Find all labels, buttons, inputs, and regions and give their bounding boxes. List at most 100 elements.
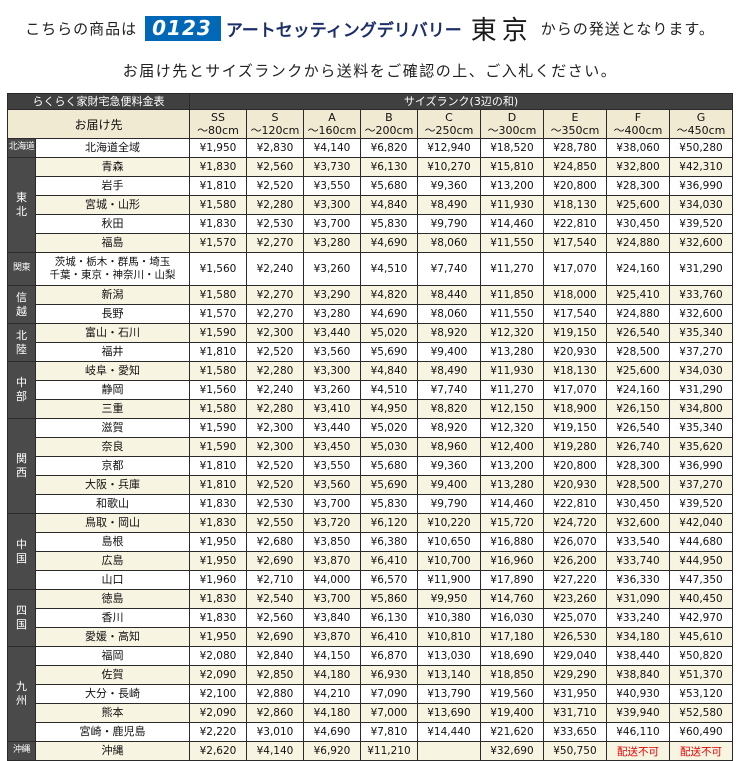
region-label: 東北 xyxy=(6,157,36,253)
price-cell: ¥3,280 xyxy=(302,233,361,253)
price-cell: ¥1,830 xyxy=(188,214,247,234)
price-cell: ¥31,090 xyxy=(605,589,670,609)
price-cell: ¥11,930 xyxy=(479,361,544,381)
price-cell: ¥50,750 xyxy=(542,741,607,761)
price-cell: ¥4,000 xyxy=(302,570,361,590)
price-cell: ¥2,520 xyxy=(245,456,304,476)
destination-cell: 長野 xyxy=(34,304,190,324)
price-cell: ¥25,410 xyxy=(605,285,670,305)
price-cell: ¥1,830 xyxy=(188,494,247,514)
destination-cell: 秋田 xyxy=(34,214,190,234)
price-cell: ¥2,530 xyxy=(245,494,304,514)
price-cell: ¥2,540 xyxy=(245,589,304,609)
price-cell: ¥2,270 xyxy=(245,285,304,305)
price-cell: ¥13,140 xyxy=(416,665,481,685)
table-row: 島根 ¥1,950 ¥2,680 ¥3,850 ¥6,380 ¥10,650 ¥16,880… xyxy=(7,532,734,552)
price-cell: ¥15,810 xyxy=(479,157,544,177)
price-cell: ¥2,280 xyxy=(245,195,304,215)
price-cell: ¥15,720 xyxy=(479,513,544,533)
price-cell: ¥24,160 xyxy=(605,252,670,286)
table-row: 中国鳥取・岡山 ¥1,830 ¥2,550 ¥3,720 ¥6,120 ¥10,220 ¥1… xyxy=(6,513,734,590)
price-cell: ¥14,760 xyxy=(479,589,544,609)
intro-suffix: からの発送となります。 xyxy=(540,20,715,38)
destination-cell: 静岡 xyxy=(34,380,190,400)
logo-city-text: 東京 xyxy=(470,16,533,46)
table-title-right: サイズランク(3辺の和) xyxy=(188,93,734,110)
price-cell: ¥40,450 xyxy=(668,589,734,609)
price-cell: ¥11,210 xyxy=(359,741,418,761)
price-cell: ¥20,930 xyxy=(542,342,607,362)
price-cell: ¥8,060 xyxy=(416,304,481,324)
price-cell: ¥30,450 xyxy=(605,214,670,234)
price-cell: ¥3,560 xyxy=(302,342,361,362)
price-cell: ¥5,680 xyxy=(359,176,418,196)
price-cell: ¥1,580 xyxy=(188,361,247,381)
price-cell: ¥13,030 xyxy=(416,646,481,666)
price-cell: ¥34,180 xyxy=(605,627,670,647)
price-cell: ¥2,300 xyxy=(245,437,304,457)
price-cell: ¥6,930 xyxy=(359,665,418,685)
price-cell: ¥24,160 xyxy=(605,380,670,400)
price-cell: ¥26,540 xyxy=(605,418,670,438)
price-cell: ¥25,600 xyxy=(605,195,670,215)
price-cell: ¥10,810 xyxy=(416,627,481,647)
price-cell: ¥28,300 xyxy=(605,456,670,476)
price-cell: ¥42,310 xyxy=(668,157,734,177)
price-cell: ¥2,080 xyxy=(188,646,247,666)
price-cell: ¥8,440 xyxy=(416,285,481,305)
price-cell: ¥28,500 xyxy=(605,475,670,495)
price-cell: ¥2,270 xyxy=(245,304,304,324)
price-cell: ¥10,220 xyxy=(416,513,481,533)
price-cell: ¥17,070 xyxy=(542,252,607,286)
price-cell: ¥1,950 xyxy=(188,551,247,571)
price-cell: ¥2,620 xyxy=(188,741,247,761)
price-cell: ¥1,570 xyxy=(188,233,247,253)
destination-cell: 福岡 xyxy=(34,646,190,666)
price-cell: ¥16,880 xyxy=(479,532,544,552)
title-row: らくらく家財宅急便料金表 サイズランク(3辺の和) xyxy=(6,93,734,110)
price-cell: ¥6,130 xyxy=(359,608,418,628)
price-cell: ¥3,720 xyxy=(302,513,361,533)
destination-cell: 熊本 xyxy=(34,703,190,723)
price-cell: ¥53,120 xyxy=(668,684,734,704)
size-column-header: F 〜400cm xyxy=(605,109,670,139)
price-cell: ¥17,540 xyxy=(542,304,607,324)
price-cell: ¥2,690 xyxy=(245,551,304,571)
price-cell: ¥47,350 xyxy=(668,570,734,590)
price-cell: ¥10,380 xyxy=(416,608,481,628)
price-cell: ¥28,780 xyxy=(542,138,607,158)
price-cell: ¥34,030 xyxy=(668,361,734,381)
destination-cell: 山口 xyxy=(34,570,190,590)
price-cell: ¥10,270 xyxy=(416,157,481,177)
destination-cell: 岩手 xyxy=(34,176,190,196)
destination-cell: 富山・石川 xyxy=(34,323,190,343)
price-cell: ¥6,570 xyxy=(359,570,418,590)
price-cell: ¥3,300 xyxy=(302,361,361,381)
region-label: 四国 xyxy=(6,589,36,647)
price-cell: ¥51,370 xyxy=(668,665,734,685)
table-row: 宮崎・鹿児島 ¥2,220 ¥3,010 ¥4,690 ¥7,810 ¥14,440 ¥21… xyxy=(7,722,734,742)
price-cell: ¥38,060 xyxy=(605,138,670,158)
region-label: 中部 xyxy=(6,361,36,419)
price-cell: ¥33,540 xyxy=(605,532,670,552)
table-row: 奈良 ¥1,590 ¥2,300 ¥3,450 ¥5,030 ¥8,960 ¥12,400 ¥… xyxy=(7,437,734,457)
destination-cell: 奈良 xyxy=(34,437,190,457)
size-column-header: G 〜450cm xyxy=(668,109,734,139)
price-cell: ¥18,850 xyxy=(479,665,544,685)
price-cell: ¥8,960 xyxy=(416,437,481,457)
table-row: 中部岐阜・愛知 ¥1,580 ¥2,280 ¥3,300 ¥4,840 ¥8,490 ¥11… xyxy=(6,361,734,419)
price-cell: ¥24,880 xyxy=(605,233,670,253)
price-cell: ¥2,830 xyxy=(245,138,304,158)
price-cell: ¥2,690 xyxy=(245,627,304,647)
price-cell: ¥31,290 xyxy=(668,380,734,400)
price-cell: ¥20,800 xyxy=(542,176,607,196)
logo-brand-text: アートセッティングデリバリー xyxy=(225,21,462,41)
destination-cell: 福島 xyxy=(34,233,190,253)
table-row: 広島 ¥1,950 ¥2,690 ¥3,870 ¥6,410 ¥10,700 ¥16,960… xyxy=(7,551,734,571)
price-cell: ¥6,870 xyxy=(359,646,418,666)
price-cell: ¥12,320 xyxy=(479,323,544,343)
price-cell: ¥16,960 xyxy=(479,551,544,571)
price-cell: ¥5,020 xyxy=(359,418,418,438)
price-cell: ¥3,010 xyxy=(245,722,304,742)
price-cell: ¥3,870 xyxy=(302,551,361,571)
